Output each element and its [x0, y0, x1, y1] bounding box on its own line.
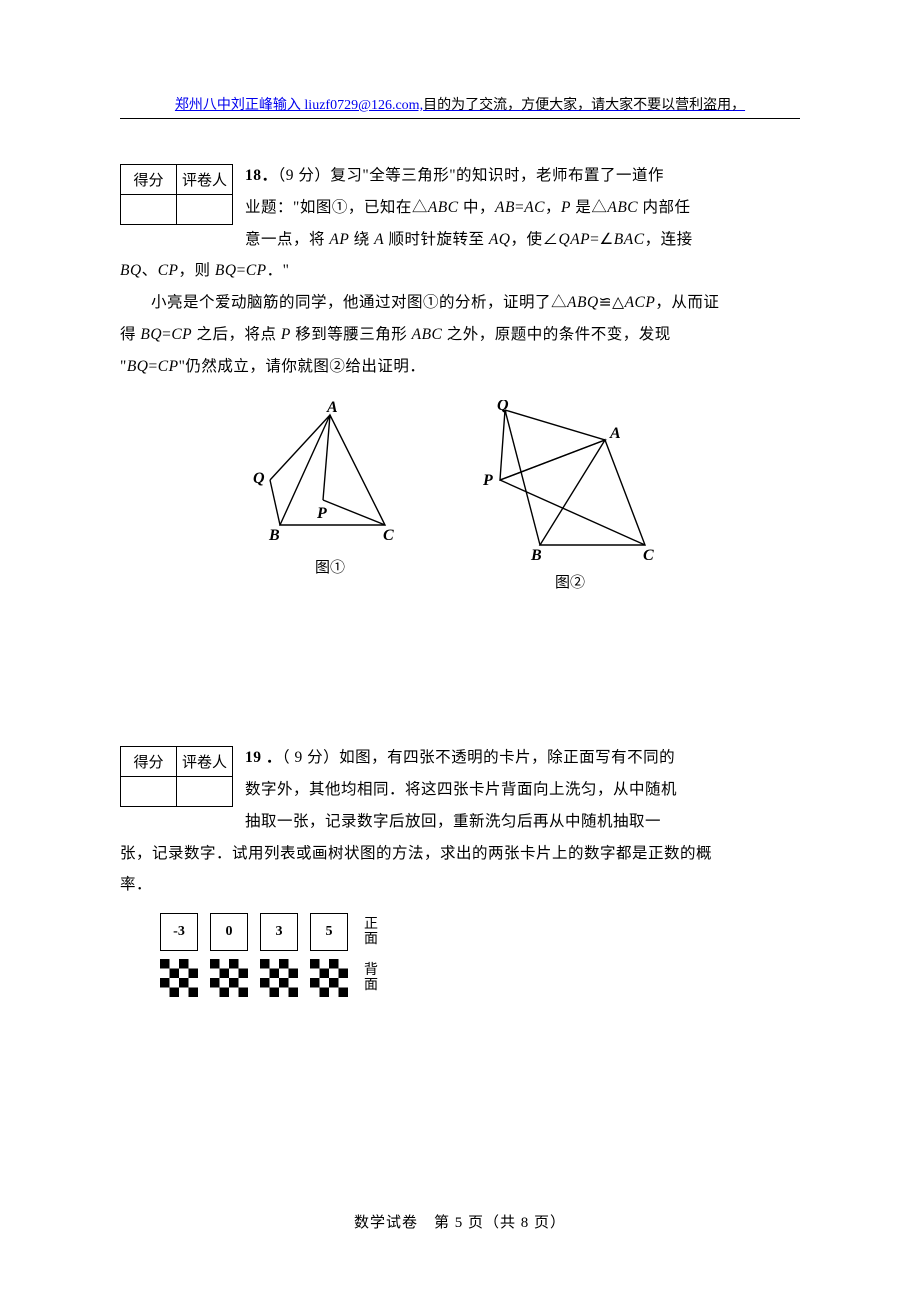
- figure-2-svg: Q A P B C: [465, 400, 675, 565]
- figure-2: Q A P B C 图②: [465, 400, 675, 592]
- score-header-2: 评卷人: [177, 165, 233, 195]
- page-footer: 数学试卷 第 5 页（共 8 页）: [0, 1211, 920, 1232]
- figure-2-label: 图②: [465, 571, 675, 592]
- card-back-3: [310, 959, 348, 997]
- score-header-2b: 评卷人: [177, 747, 233, 777]
- score-header-1: 得分: [121, 165, 177, 195]
- q19-text-cont: 张，记录数字．试用列表或画树状图的方法，求出的两张卡片上的数字都是正数的概 率．: [120, 838, 800, 902]
- header-link: 郑州八中刘正峰输入 liuzf0729@126.com,: [175, 98, 423, 113]
- cards-front-row: -3 0 3 5 正面: [160, 913, 800, 951]
- page-header: 郑州八中刘正峰输入 liuzf0729@126.com,目的为了交流，方便大家，…: [120, 94, 800, 119]
- q18-para2: 小亮是个爱动脑筋的同学，他通过对图①的分析，证明了△ABQ≌△ACP，从而证: [120, 287, 800, 319]
- figure-1-label: 图①: [245, 556, 415, 577]
- card-back-1: [210, 959, 248, 997]
- score-cell-2b: [177, 777, 233, 807]
- svg-text:A: A: [609, 425, 621, 442]
- score-header-1b: 得分: [121, 747, 177, 777]
- back-label: 背面: [364, 963, 380, 994]
- card-back-0: [160, 959, 198, 997]
- q18-para3: 得 BQ=CP 之后，将点 P 移到等腰三角形 ABC 之外，原题中的条件不变，…: [120, 319, 800, 351]
- card-front-2: 3: [260, 913, 298, 951]
- cards-back-row: 背面: [160, 959, 800, 997]
- card-back-2: [260, 959, 298, 997]
- svg-text:P: P: [482, 472, 493, 489]
- figure-1-svg: A Q P B C: [245, 400, 415, 550]
- score-table-q18: 得分 评卷人: [120, 164, 233, 225]
- svg-text:B: B: [530, 547, 542, 564]
- card-front-3: 5: [310, 913, 348, 951]
- score-cell-1b: [121, 777, 177, 807]
- score-table-q19: 得分 评卷人: [120, 746, 233, 807]
- q18-text-cont: BQ、CP，则 BQ=CP．": [120, 255, 800, 287]
- q18-para4: "BQ=CP"仍然成立，请你就图②给出证明．: [120, 351, 800, 383]
- svg-text:Q: Q: [497, 400, 509, 414]
- q18-number: 18．: [245, 167, 278, 184]
- svg-text:C: C: [383, 527, 394, 544]
- header-note: 目的为了交流，方便大家，请大家不要以营利盗用，: [423, 98, 745, 113]
- svg-text:Q: Q: [253, 470, 265, 487]
- svg-text:B: B: [268, 527, 280, 544]
- figure-1: A Q P B C 图①: [245, 400, 415, 592]
- svg-text:C: C: [643, 547, 654, 564]
- figures-row: A Q P B C 图① Q A: [120, 400, 800, 592]
- svg-text:P: P: [316, 505, 327, 522]
- card-front-1: 0: [210, 913, 248, 951]
- front-label: 正面: [364, 917, 380, 948]
- card-front-0: -3: [160, 913, 198, 951]
- score-cell-2: [177, 195, 233, 225]
- svg-text:A: A: [326, 400, 338, 416]
- q19-number: 19 ．: [245, 749, 282, 766]
- score-cell-1: [121, 195, 177, 225]
